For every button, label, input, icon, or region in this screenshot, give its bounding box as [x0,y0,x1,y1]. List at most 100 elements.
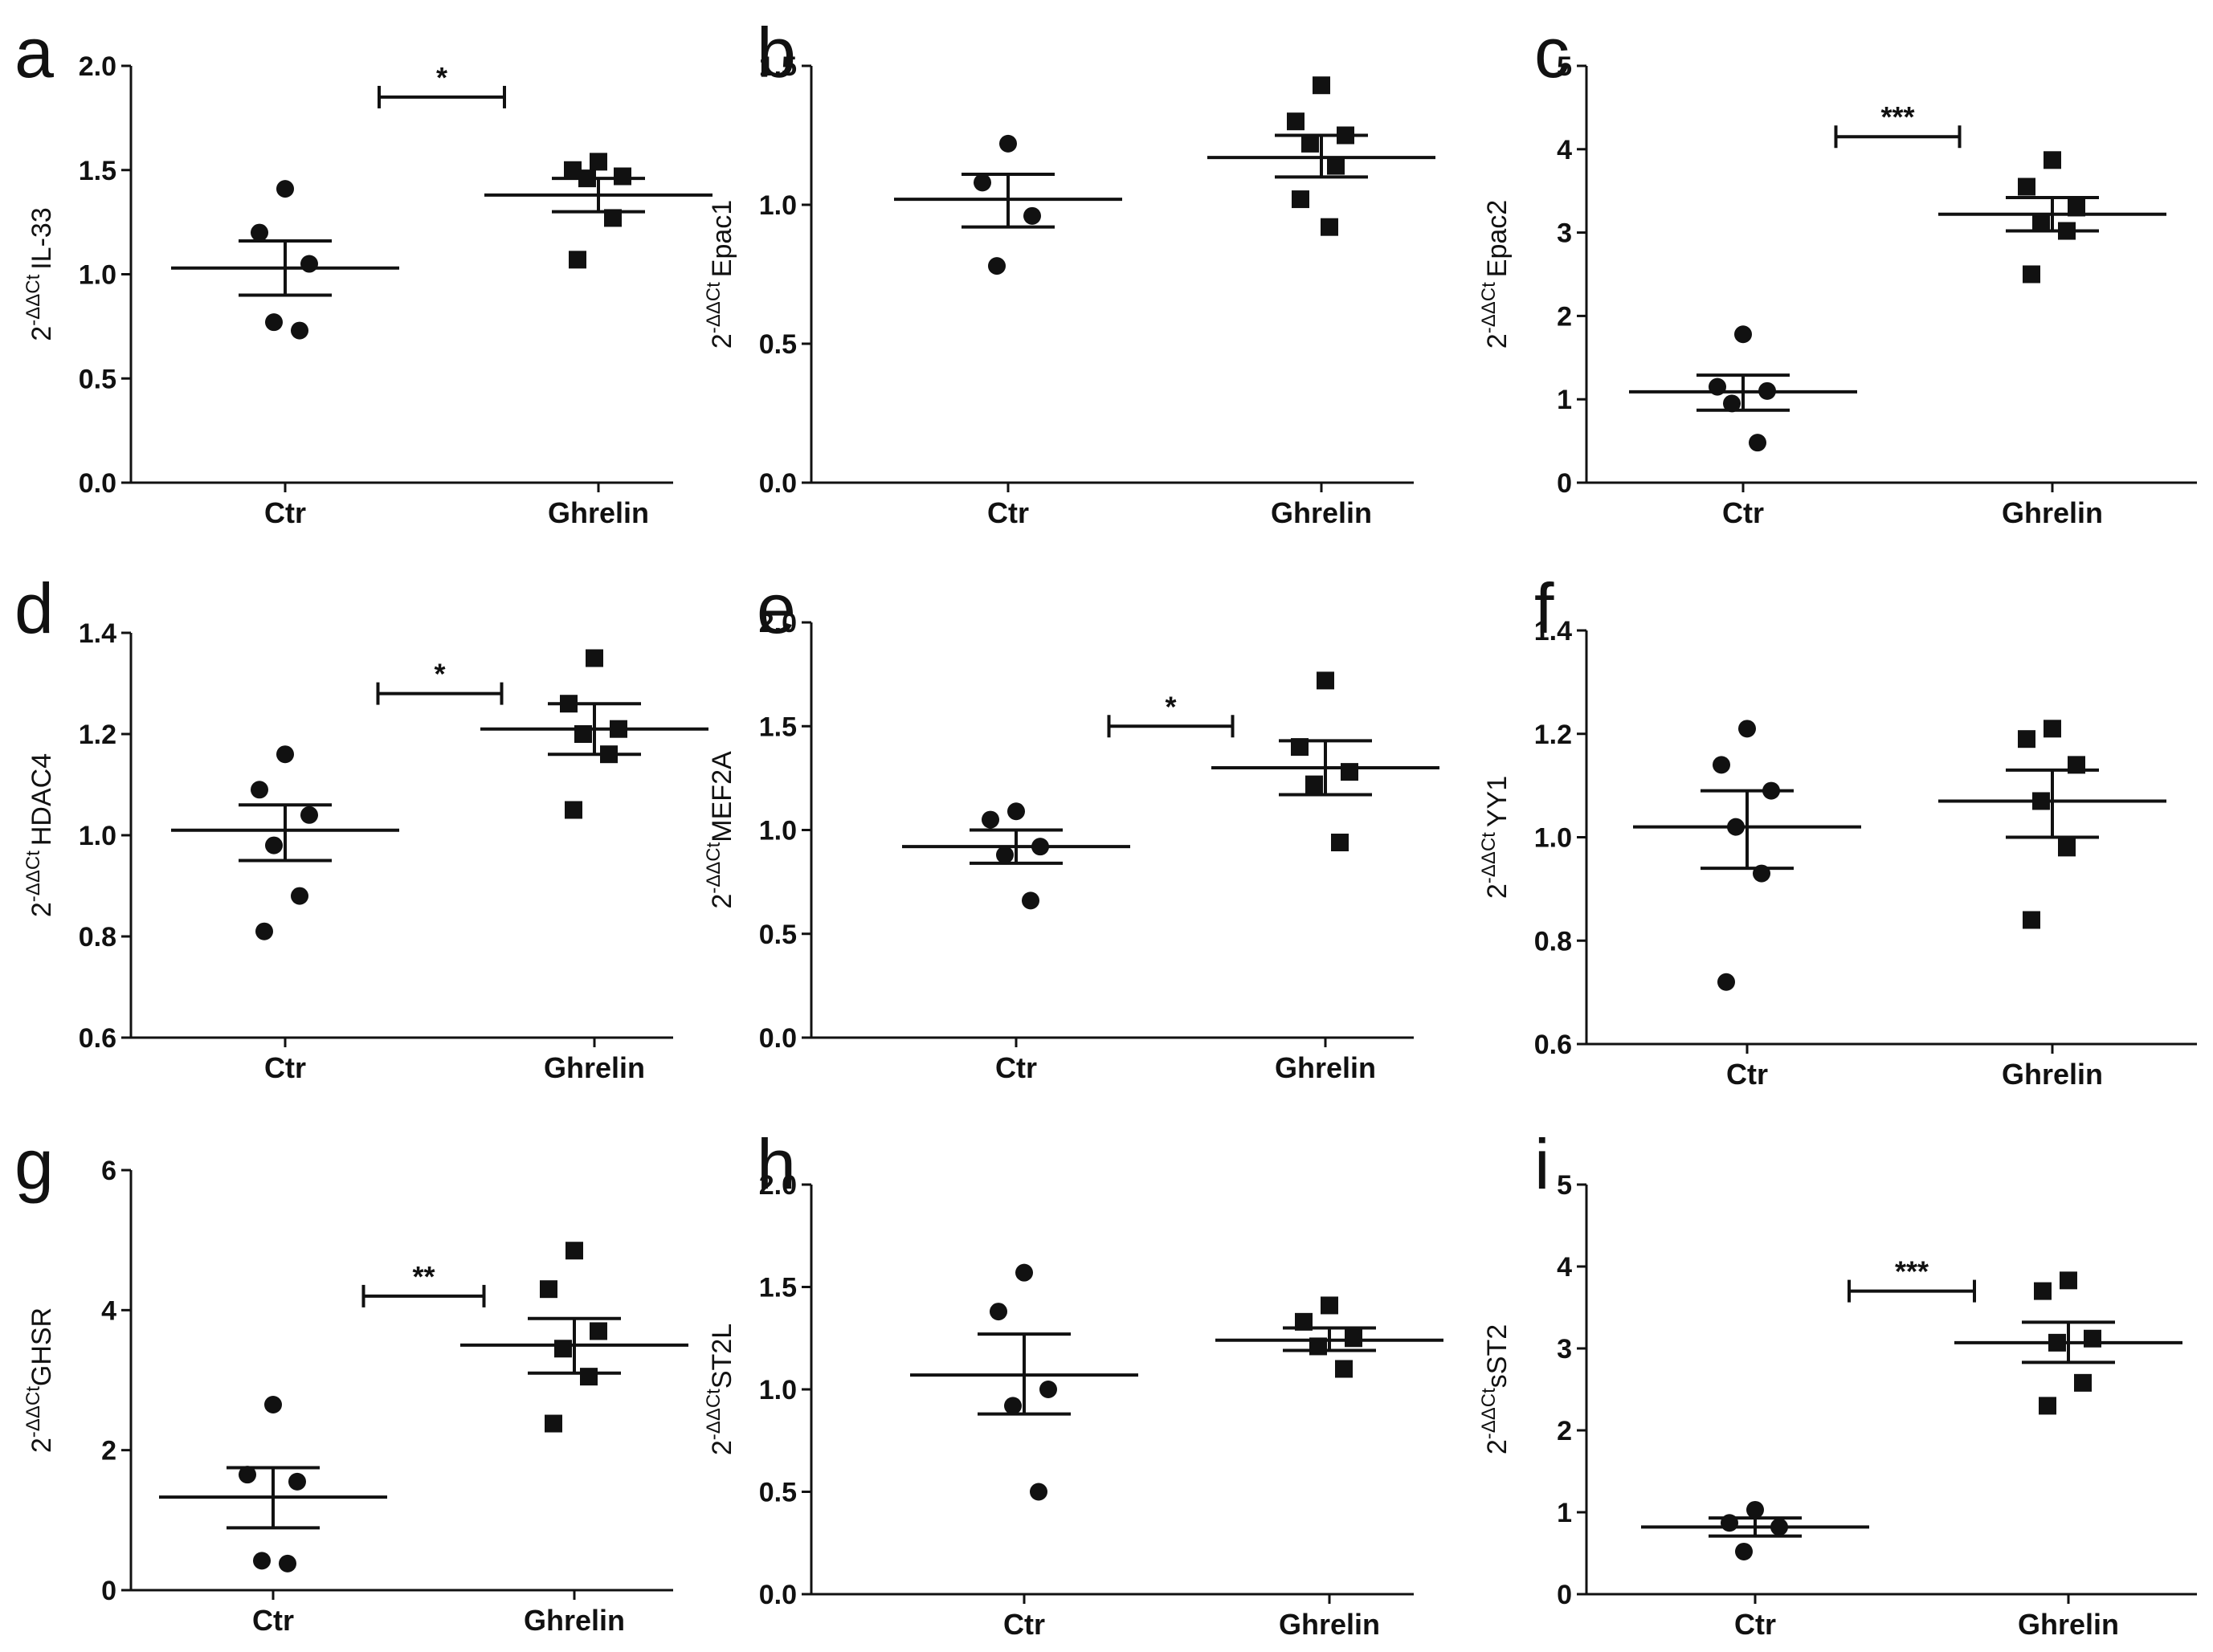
data-point-ghrelin [2068,198,2085,217]
y-axis-label: 2-ΔΔCtHDAC4 [22,753,57,917]
data-point-ghrelin [1291,738,1309,757]
y-tick-label: 5 [1557,1170,1572,1201]
data-point-ctr [1030,1483,1047,1501]
y-tick-label: 1.2 [1534,720,1572,750]
y-axis-label: 2-ΔΔCtEpac2 [1478,200,1513,349]
data-point-ctr [1023,206,1041,225]
data-point-ctr [288,1472,306,1491]
y-tick-label: 1.4 [1534,616,1572,647]
y-tick-label: 0.0 [79,468,116,499]
y-tick-label: 0 [1557,468,1572,499]
data-point-ctr [996,846,1014,864]
x-category-label: Ctr [1726,1058,1768,1091]
data-point-ghrelin [574,725,592,743]
y-axis-label: 2-ΔΔCtST2L [703,1324,737,1455]
y-tick-label: 0.0 [759,1580,797,1610]
data-point-ghrelin [560,695,578,713]
y-tick-label: 0 [101,1576,116,1606]
data-point-ctr [1738,720,1756,738]
y-tick-label: 1.4 [79,618,116,649]
x-category-label: Ghrelin [1275,1051,1376,1084]
data-point-ghrelin [2018,177,2035,196]
data-point-ghrelin [1295,1312,1313,1331]
data-point-ctr [1004,1397,1022,1415]
significance-label: * [434,658,445,691]
significance-label: *** [1895,1255,1929,1288]
y-tick-label: 0.5 [79,364,116,394]
panel-c: c 0 1 2 3 4 5 Ctr Ghrelin 2-ΔΔCtEpac2 *** [1478,13,2197,529]
data-point-ghrelin [2044,151,2061,169]
y-axis-label: 2-ΔΔCtMEF2A [703,751,737,909]
y-tick-label: 0.5 [759,920,797,950]
x-category-label: Ghrelin [2002,1058,2103,1091]
data-point-ctr [1717,973,1735,991]
y-tick-label: 1.0 [79,260,116,291]
data-point-ctr [300,806,318,824]
data-point-ctr [1758,381,1776,400]
data-point-ghrelin [2060,1271,2077,1290]
data-point-ctr [1022,891,1039,910]
data-point-ctr [1749,434,1766,452]
data-point-ghrelin [2018,730,2035,748]
y-tick-label: 1.5 [759,712,797,742]
y-tick-label: 1.5 [759,51,797,82]
data-point-ghrelin [2084,1329,2101,1348]
data-point-ghrelin [1335,1360,1353,1378]
data-point-ghrelin [614,167,631,186]
data-point-ghrelin [545,1414,562,1433]
x-category-label: Ghrelin [2018,1608,2119,1641]
panel-i: i 0 1 2 3 4 5 Ctr Ghrelin 2-ΔΔCtsST2 *** [1478,1124,2197,1641]
data-point-ghrelin [590,1322,607,1340]
data-point-ctr [1727,818,1745,836]
y-tick-label: 0.8 [1534,926,1572,957]
data-point-ghrelin [2074,1373,2092,1392]
data-point-ghrelin [2048,1333,2066,1352]
panel-letter: f [1534,569,1554,648]
panel-letter: g [14,1124,54,1204]
y-tick-label: 1.0 [759,1375,797,1405]
y-tick-label: 1.0 [759,816,797,846]
data-point-ghrelin [1345,1329,1362,1348]
data-point-ctr [1031,838,1049,856]
x-category-label: Ghrelin [548,496,649,529]
y-tick-label: 0.8 [79,922,116,952]
data-point-ghrelin [1327,157,1345,175]
y-tick-label: 4 [1557,135,1572,165]
data-point-ctr [300,255,318,273]
data-point-ghrelin [604,209,622,227]
data-point-ghrelin [1292,190,1309,209]
y-tick-label: 2 [1557,1416,1572,1446]
x-category-label: Ghrelin [1279,1608,1380,1641]
data-point-ghrelin [1301,134,1319,153]
data-point-ghrelin [580,1368,598,1386]
panel-h: h 0.0 0.5 1.0 1.5 2.0 Ctr Ghrelin 2-ΔΔCtST2L [703,1124,1443,1641]
data-point-ctr [1007,802,1025,821]
y-tick-label: 4 [1557,1252,1572,1283]
data-point-ghrelin [2068,756,2085,774]
data-point-ctr [1039,1381,1057,1398]
data-point-ghrelin [1305,775,1323,793]
y-tick-label: 1.2 [79,720,116,750]
panel-f: f 0.6 0.8 1.0 1.2 1.4 Ctr Ghrelin 2-ΔΔCtYY1 [1478,569,2197,1091]
panel-a: a 0.0 0.5 1.0 1.5 2.0 Ctr Ghrelin 2-ΔΔCtIL-33 * [14,13,712,529]
y-tick-label: 1 [1557,385,1572,415]
data-point-ctr [251,223,268,242]
data-point-ctr [1709,377,1726,396]
data-point-ghrelin [1337,126,1354,145]
y-tick-label: 6 [101,1156,116,1186]
data-point-ctr [990,1303,1007,1321]
data-point-ctr [1746,1500,1764,1519]
x-category-label: Ctr [987,496,1029,529]
panel-b: b 0.0 0.5 1.0 1.5 Ctr Ghrelin 2-ΔΔCtEpac1 [703,13,1435,529]
data-point-ctr [255,922,273,940]
x-category-label: Ctr [1003,1608,1045,1641]
panel-letter: h [757,1124,796,1204]
y-tick-label: 2 [1557,301,1572,332]
data-point-ctr [982,810,999,829]
data-point-ghrelin [578,169,596,188]
data-point-ghrelin [2039,1397,2056,1415]
data-point-ghrelin [1321,218,1338,236]
x-category-label: Ctr [1734,1608,1776,1641]
data-point-ctr [1735,1542,1753,1560]
data-point-ghrelin [565,801,582,819]
